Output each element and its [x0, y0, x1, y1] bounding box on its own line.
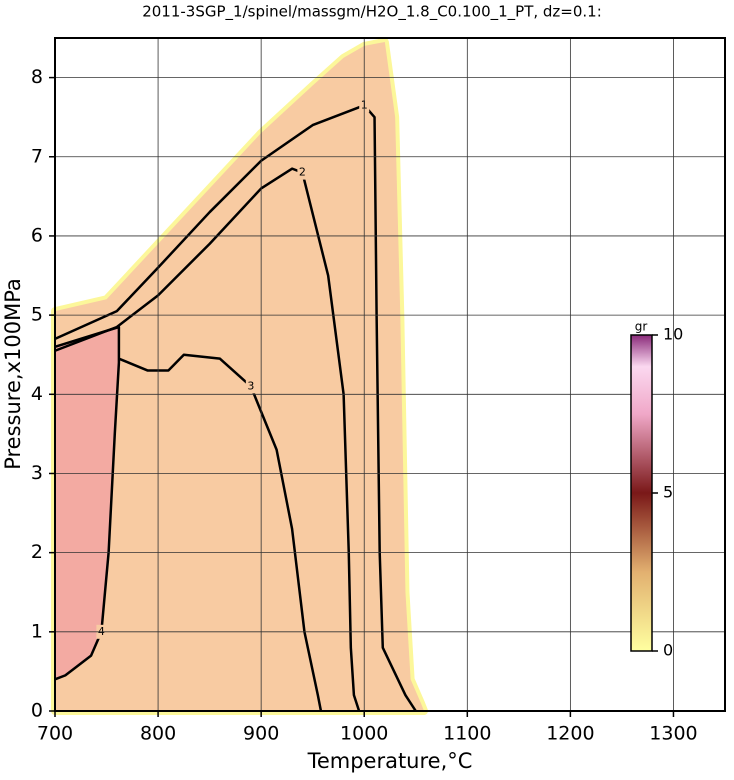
contour-label: 2 — [299, 166, 306, 179]
contour-label-bg — [297, 165, 308, 180]
y-tick-label: 5 — [31, 304, 43, 326]
y-tick-label: 0 — [31, 700, 43, 722]
contour-line — [54, 325, 121, 681]
y-tick-label: 2 — [31, 541, 43, 563]
x-tick-label: 700 — [37, 723, 73, 745]
x-tick-label: 900 — [243, 723, 279, 745]
y-tick-label: 8 — [31, 66, 43, 88]
x-tick-label: 1000 — [340, 723, 388, 745]
x-tick-label: 800 — [140, 723, 176, 745]
y-tick-label: 3 — [31, 462, 43, 484]
contour-label: 3 — [247, 379, 254, 392]
contour-label-bg — [245, 379, 256, 394]
contour-fill — [55, 326, 119, 680]
colorbar-tick-label: 10 — [663, 325, 683, 344]
x-axis-label: Temperature,°C — [307, 749, 473, 773]
y-tick-label: 1 — [31, 620, 43, 642]
x-tick-label: 1200 — [546, 723, 594, 745]
colorbar-label: gr — [635, 320, 648, 334]
y-tick-label: 6 — [31, 224, 43, 246]
colorbar — [630, 334, 653, 652]
colorbar-tick-label: 5 — [663, 483, 673, 502]
y-axis-label: Pressure,x100MPa — [1, 278, 25, 470]
contour-label: 4 — [98, 625, 105, 638]
colorbar-tick-label: 0 — [663, 641, 673, 660]
x-tick-label: 1300 — [649, 723, 697, 745]
chart-title: 2011-3SGP_1/spinel/massgm/H2O_1.8_C0.100… — [142, 3, 602, 22]
y-tick-label: 7 — [31, 145, 43, 167]
x-tick-label: 1100 — [443, 723, 491, 745]
frame — [54, 37, 726, 712]
y-tick-label: 4 — [31, 383, 43, 405]
